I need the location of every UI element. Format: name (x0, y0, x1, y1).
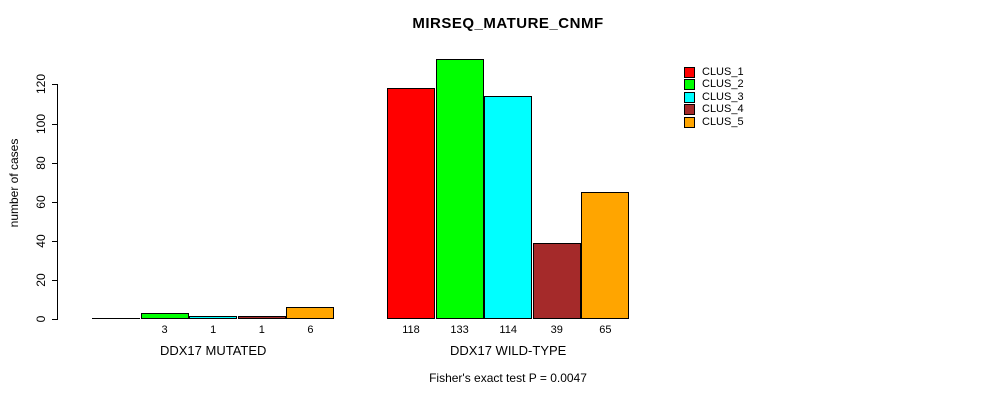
bar-clus_3 (484, 96, 533, 319)
bar-clus_3 (189, 316, 238, 319)
legend-row: CLUS_2 (684, 79, 744, 92)
bar-clus_4 (237, 316, 286, 319)
y-axis-tick-label: 100 (34, 113, 48, 134)
legend-label: CLUS_5 (702, 115, 744, 128)
bar-clus_5 (581, 192, 630, 319)
y-axis-line (57, 84, 58, 320)
legend-label: CLUS_4 (702, 103, 744, 116)
y-axis-tick-label: 40 (34, 234, 48, 248)
y-axis-tick-label: 60 (34, 195, 48, 209)
bar-clus_1 (387, 88, 435, 319)
bar-value-label: 1 (210, 324, 217, 336)
bar-value-label: 1 (258, 324, 265, 336)
y-axis-tick-label: 80 (34, 155, 48, 170)
y-axis-label: number of cases (7, 138, 21, 228)
legend-row: CLUS_3 (684, 91, 744, 104)
legend-swatch-clus_5 (684, 116, 695, 128)
chart-title: MIRSEQ_MATURE_CNMF (412, 15, 604, 32)
x-group-label: DDX17 MUTATED (159, 343, 267, 358)
legend-swatch-clus_3 (684, 91, 695, 103)
legend-row: CLUS_1 (684, 66, 744, 79)
legend-swatch-clus_2 (684, 79, 695, 91)
y-axis-tick (52, 84, 57, 86)
bar-clus_5 (286, 307, 335, 319)
legend-row: CLUS_4 (684, 104, 744, 117)
legend-label: CLUS_3 (702, 90, 744, 103)
bar-value-label: 3 (161, 324, 168, 336)
legend-row: CLUS_5 (684, 116, 744, 129)
bar-value-label: 39 (550, 324, 563, 336)
bar-value-label: 114 (499, 324, 517, 336)
legend-label: CLUS_2 (702, 78, 744, 91)
legend: CLUS_1 CLUS_2 CLUS_3 CLUS_4 CLUS_5 (684, 66, 744, 129)
y-axis-tick-label: 20 (34, 273, 48, 287)
y-axis-tick (52, 123, 57, 125)
legend-swatch-clus_1 (684, 66, 695, 78)
legend-swatch-clus_4 (684, 104, 695, 116)
y-axis-tick (52, 279, 57, 281)
bar-clus_2 (140, 313, 189, 319)
y-axis-tick (52, 319, 57, 320)
bar-value-label: 65 (599, 324, 612, 336)
bar-value-label: 118 (402, 324, 420, 336)
bar-clus_1 (92, 318, 140, 319)
y-axis-tick (52, 240, 57, 242)
y-axis-tick-label: 0 (34, 315, 48, 323)
bar-clus_4 (532, 243, 581, 319)
y-axis-tick-label: 120 (34, 74, 48, 95)
y-axis-tick (52, 201, 57, 203)
legend-label: CLUS_1 (702, 65, 744, 78)
bar-clus_2 (435, 59, 484, 319)
x-group-label: DDX17 WILD-TYPE (450, 343, 567, 358)
y-axis-tick (52, 162, 57, 164)
bar-value-label: 133 (450, 324, 469, 336)
bar-value-label: 6 (307, 324, 314, 336)
stats-note: Fisher's exact test P = 0.0047 (429, 371, 587, 385)
